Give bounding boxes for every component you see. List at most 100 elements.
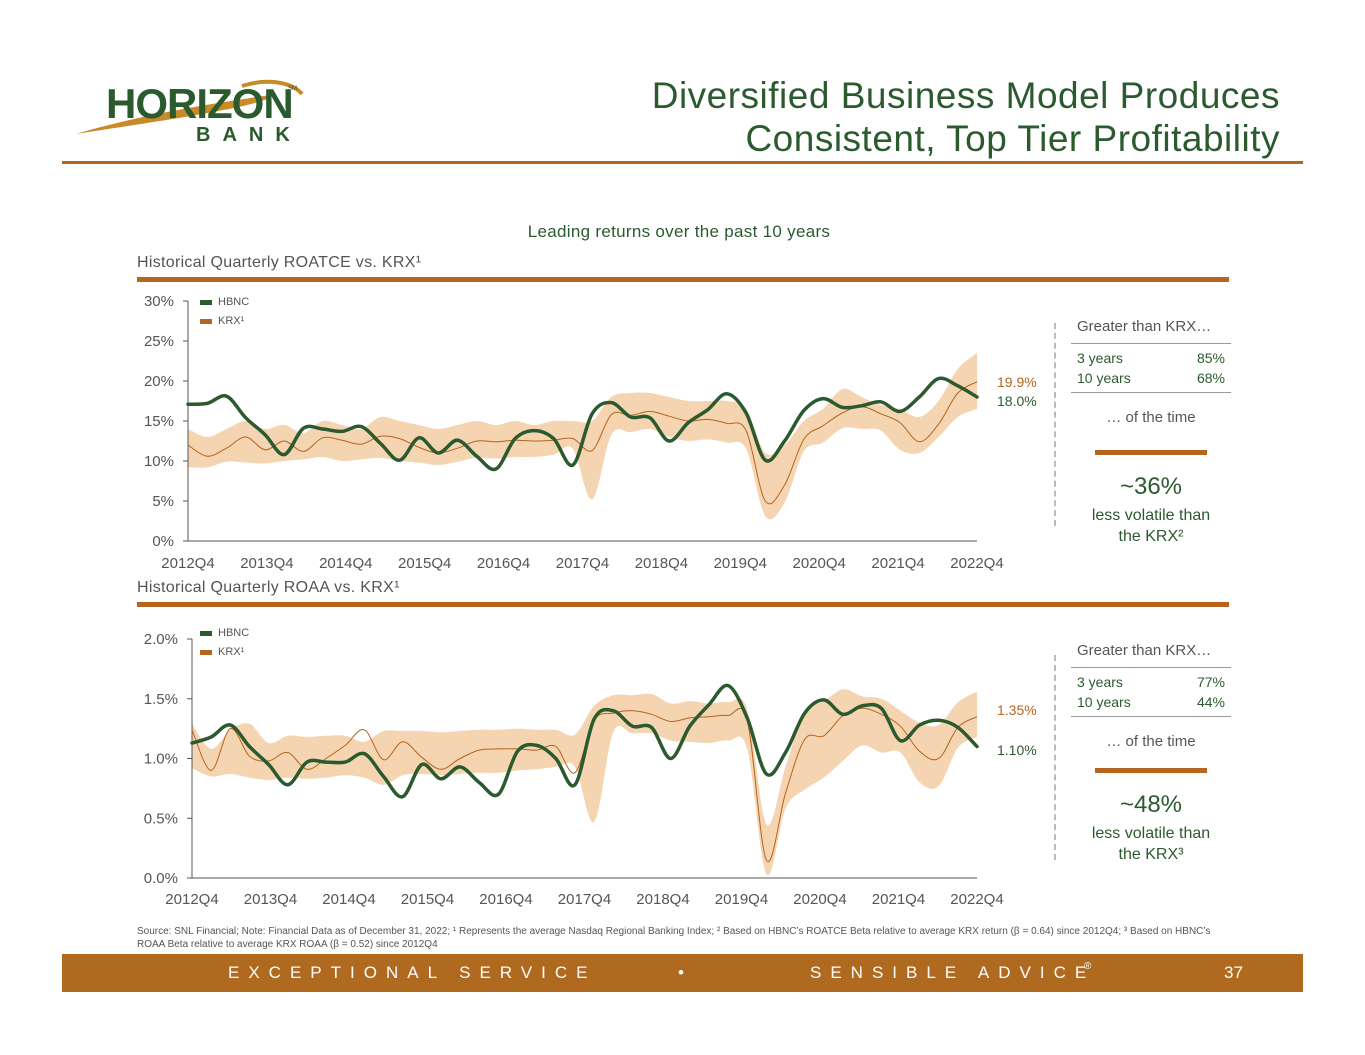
- footer-reg: ®: [1084, 961, 1101, 972]
- roaa-legend-krx: KRX¹: [200, 646, 244, 658]
- x-tick-label: 2021Q4: [872, 891, 925, 908]
- footer-dot: •: [678, 963, 693, 982]
- x-tick-label: 2015Q4: [401, 891, 454, 908]
- side-desc-1: less volatile than: [1091, 825, 1211, 842]
- roatce-legend-krx: KRX¹: [200, 315, 244, 327]
- row-value: 68%: [1170, 368, 1231, 393]
- side-head: Greater than KRX…: [1071, 318, 1231, 344]
- x-tick-label: 2022Q4: [950, 555, 1003, 572]
- side-big-value: ~48%: [1119, 791, 1183, 818]
- roaa-chart: 0.0% 0.5% 1.0% 1.5% 2.0% 2012Q4 2013Q4 2014Q4 20…: [144, 631, 1004, 908]
- table-row: 10 years 68%: [1071, 368, 1231, 393]
- x-tick-label: 2015Q4: [398, 555, 451, 572]
- logo-swoosh-icon: [76, 79, 304, 134]
- x-tick-label: 2013Q4: [240, 555, 293, 572]
- y-tick-label: 0.0%: [144, 870, 178, 887]
- y-tick-label: 2.0%: [144, 631, 178, 648]
- row-value: 77%: [1196, 674, 1225, 690]
- x-tick-label: 2014Q4: [319, 555, 372, 572]
- y-tick-label: 10%: [144, 453, 174, 470]
- y-tick-label: 0.5%: [144, 810, 178, 827]
- krx-swatch-icon: [200, 318, 212, 324]
- table-row: 3 years 77%: [1071, 672, 1231, 692]
- y-tick-label: 30%: [144, 293, 174, 310]
- roaa-section-rule: [137, 602, 1229, 607]
- logo-sub: BANK: [196, 124, 302, 146]
- y-tick-label: 5%: [152, 493, 174, 510]
- hbnc-swatch-icon: [200, 299, 212, 305]
- logo-name: HORIZON: [106, 80, 294, 127]
- hbnc-swatch-icon: [200, 630, 212, 636]
- legend-label: KRX¹: [218, 646, 245, 658]
- hbnc-series-line: [186, 376, 979, 472]
- roatce-side-panel: Greater than KRX… 3 years 85% 10 years 68%…: [1071, 318, 1231, 547]
- x-tick-label: 2016Q4: [477, 555, 530, 572]
- table-row: 10 years 44%: [1071, 692, 1231, 717]
- row-value: 85%: [1196, 350, 1225, 366]
- side-head: Greater than KRX…: [1071, 642, 1231, 668]
- roatce-divider: [1054, 323, 1056, 526]
- roatce-legend-hbnc: HBNC: [200, 296, 249, 308]
- x-tick-label: 2017Q4: [556, 555, 609, 572]
- x-tick-label: 2017Q4: [558, 891, 611, 908]
- y-tick-label: 20%: [144, 373, 174, 390]
- logo-mark: SM: [288, 86, 297, 92]
- page-title: Diversified Business Model Produces Cons…: [652, 74, 1280, 160]
- roaa-side-panel: Greater than KRX… 3 years 77% 10 years 44%…: [1071, 642, 1231, 865]
- roatce-section-rule: [137, 277, 1229, 282]
- roaa-divider: [1054, 655, 1056, 860]
- side-table: 3 years 77% 10 years 44%: [1071, 672, 1231, 717]
- x-tick-label: 2019Q4: [714, 555, 767, 572]
- krx-series-line: [187, 381, 978, 505]
- row-label: 3 years: [1077, 350, 1123, 366]
- x-tick-label: 2020Q4: [793, 555, 846, 572]
- krx-range-band: [192, 689, 977, 876]
- x-tick-label: 2020Q4: [793, 891, 846, 908]
- side-accent-bar: [1095, 768, 1207, 773]
- side-desc-1: less volatile than: [1091, 507, 1211, 524]
- roatce-hbnc-end-label: 18.0%: [997, 393, 1037, 409]
- page-number: 37: [1224, 963, 1243, 982]
- side-table: 3 years 85% 10 years 68%: [1071, 348, 1231, 393]
- side-big-value: ~36%: [1119, 473, 1183, 500]
- side-desc-2: the KRX²: [1118, 528, 1184, 545]
- legend-label: HBNC: [218, 627, 250, 639]
- krx-swatch-icon: [200, 649, 212, 655]
- side-accent-bar: [1095, 450, 1207, 455]
- legend-label: HBNC: [218, 296, 250, 308]
- y-tick-label: 25%: [144, 333, 174, 350]
- row-label: 10 years: [1071, 692, 1171, 717]
- legend-label: KRX¹: [218, 315, 245, 327]
- x-tick-label: 2018Q4: [636, 891, 689, 908]
- x-tick-label: 2019Q4: [715, 891, 768, 908]
- x-tick-label: 2013Q4: [244, 891, 297, 908]
- roaa-legend-hbnc: HBNC: [200, 627, 249, 639]
- x-tick-label: 2014Q4: [322, 891, 375, 908]
- x-tick-label: 2016Q4: [479, 891, 532, 908]
- footer-left: EXCEPTIONAL SERVICE: [228, 963, 597, 982]
- x-tick-label: 2018Q4: [635, 555, 688, 572]
- row-label: 3 years: [1077, 674, 1123, 690]
- side-desc-2: the KRX³: [1118, 846, 1184, 863]
- roaa-hbnc-end-label: 1.10%: [997, 742, 1037, 758]
- roatce-krx-end-label: 19.9%: [997, 374, 1037, 390]
- hbnc-series-line: [190, 683, 979, 799]
- title-divider: [62, 161, 1303, 164]
- y-tick-label: 15%: [144, 413, 174, 430]
- horizon-bank-logo: HORIZON SM BANK: [72, 76, 307, 152]
- source-note: Source: SNL Financial; Note: Financial D…: [137, 926, 1211, 950]
- row-label: 10 years: [1071, 368, 1171, 393]
- x-tick-label: 2012Q4: [165, 891, 218, 908]
- side-time: … of the time: [1106, 409, 1196, 426]
- x-tick-label: 2022Q4: [950, 891, 1003, 908]
- title-line-2: Consistent, Top Tier Profitability: [745, 118, 1280, 159]
- table-row: 3 years 85%: [1071, 348, 1231, 368]
- y-tick-label: 1.0%: [144, 751, 178, 768]
- x-tick-label: 2021Q4: [871, 555, 924, 572]
- row-value: 44%: [1170, 692, 1231, 717]
- side-time: … of the time: [1106, 733, 1196, 750]
- footer-right: SENSIBLE ADVICE: [810, 963, 1096, 982]
- x-tick-label: 2012Q4: [161, 555, 214, 572]
- y-tick-label: 0%: [152, 533, 174, 550]
- y-tick-label: 1.5%: [144, 691, 178, 708]
